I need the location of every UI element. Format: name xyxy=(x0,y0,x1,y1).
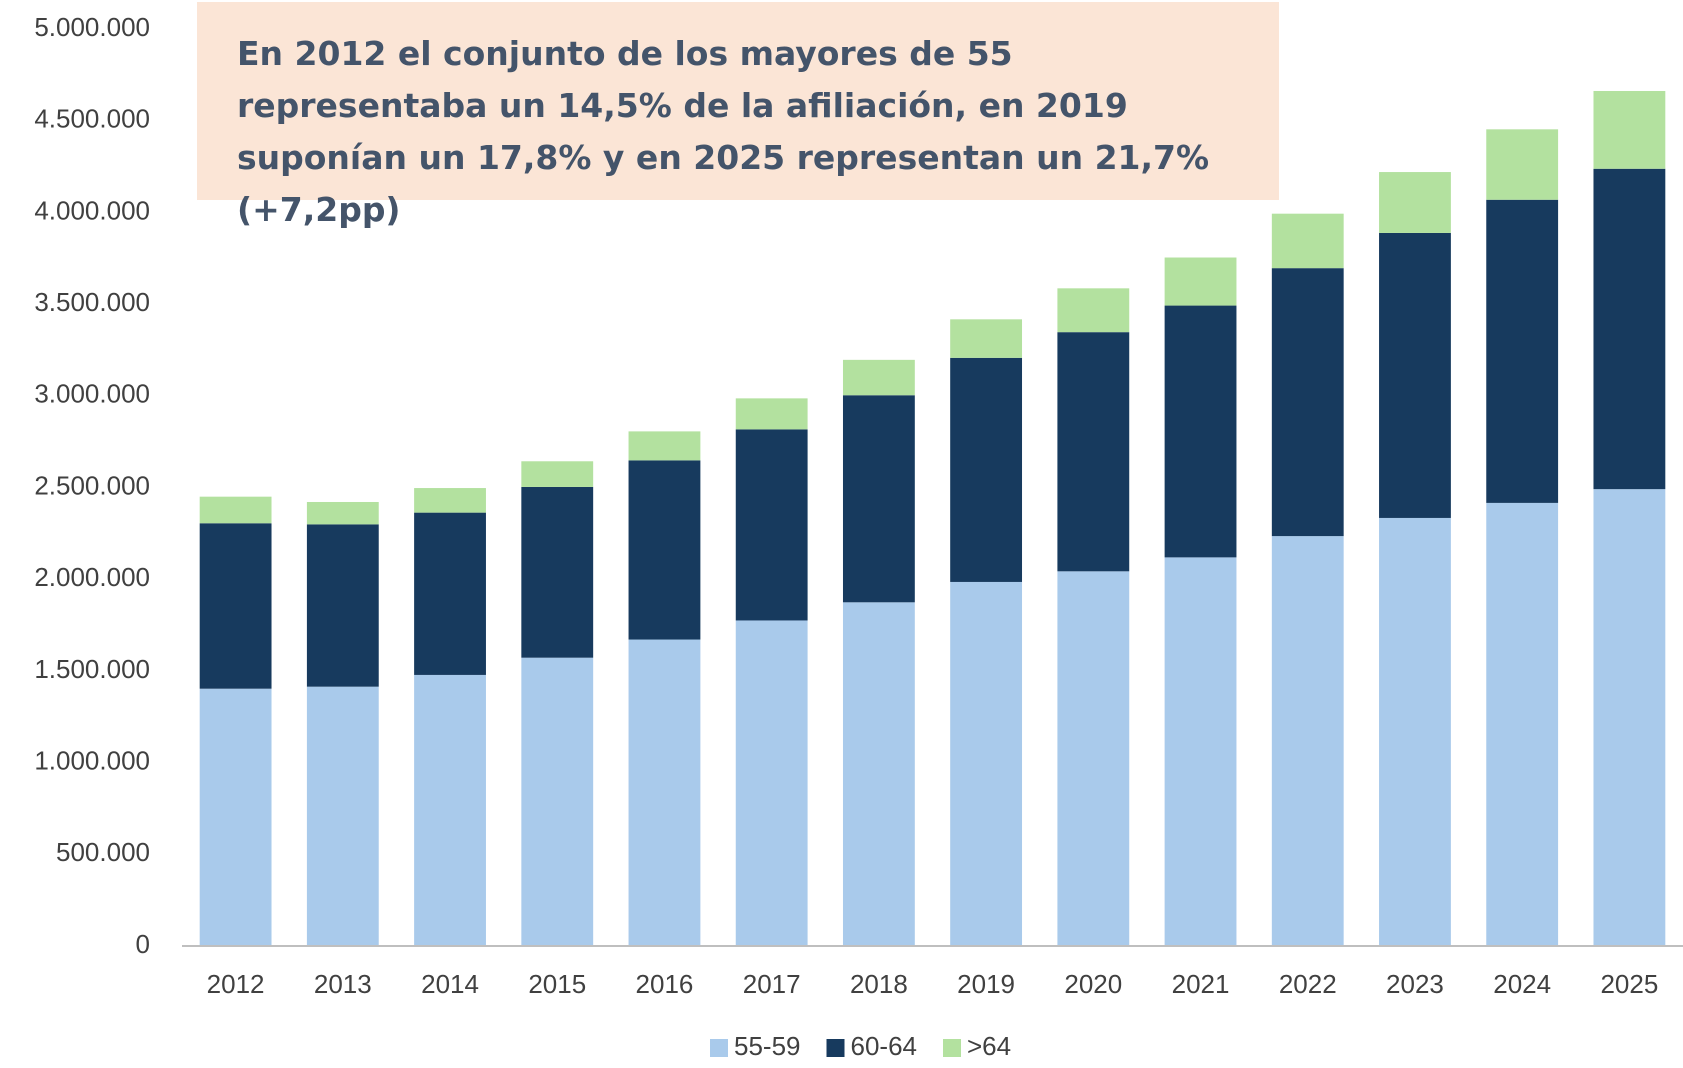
legend-label: 55-59 xyxy=(734,1031,801,1061)
bar-segment xyxy=(1164,557,1237,946)
bar-segment xyxy=(1593,168,1666,490)
x-tick-label: 2019 xyxy=(957,969,1015,999)
legend-swatch xyxy=(826,1039,845,1057)
bar-segment xyxy=(842,359,915,396)
bar-segment xyxy=(414,674,486,946)
x-tick-label: 2023 xyxy=(1386,969,1444,999)
y-tick-label: 4.500.000 xyxy=(34,104,150,134)
legend-label: >64 xyxy=(967,1031,1011,1061)
bar-segment xyxy=(521,461,594,487)
bar-segment xyxy=(735,620,808,946)
bar-segment xyxy=(1164,257,1237,306)
bar-segment xyxy=(628,431,701,461)
bar-segment xyxy=(199,523,272,689)
x-tick-label: 2017 xyxy=(743,969,801,999)
y-tick-label: 3.500.000 xyxy=(34,287,150,317)
bar-segment xyxy=(735,398,808,430)
bar-segment xyxy=(199,688,272,946)
bar-segment xyxy=(1379,517,1451,946)
bar-segment xyxy=(842,395,915,603)
y-tick-label: 2.000.000 xyxy=(34,562,150,592)
legend-label: 60-64 xyxy=(851,1031,918,1061)
x-tick-label: 2018 xyxy=(850,969,908,999)
y-tick-label: 1.000.000 xyxy=(34,745,150,775)
bar-segment xyxy=(628,460,701,640)
bar-segment xyxy=(735,429,808,621)
bar-segment xyxy=(842,602,915,946)
y-tick-label: 3.000.000 xyxy=(34,379,150,409)
bar-segment xyxy=(628,639,701,946)
bar-segment xyxy=(1164,305,1237,558)
bar-segment xyxy=(1593,489,1666,946)
bar-segment xyxy=(1486,502,1559,946)
x-tick-label: 2016 xyxy=(636,969,694,999)
legend-swatch xyxy=(943,1039,961,1057)
bar-segment xyxy=(1057,332,1130,572)
bar-segment xyxy=(306,686,379,946)
bar-segment xyxy=(1379,172,1451,233)
bar-segment xyxy=(414,512,486,675)
bar-segment xyxy=(950,581,1023,946)
bar-segment xyxy=(521,486,594,658)
x-tick-label: 2021 xyxy=(1172,969,1230,999)
y-tick-label: 1.500.000 xyxy=(34,654,150,684)
y-tick-label: 4.000.000 xyxy=(34,195,150,225)
bar-segment xyxy=(1379,232,1451,518)
bar-segment xyxy=(521,657,594,946)
bar-segment xyxy=(1057,571,1130,946)
bar-segment xyxy=(306,524,379,687)
bar-segment xyxy=(1486,129,1559,200)
x-tick-label: 2012 xyxy=(207,969,265,999)
annotation: En 2012 el conjunto de los mayores de 55… xyxy=(197,2,1279,229)
x-tick-label: 2020 xyxy=(1064,969,1122,999)
bar-segment xyxy=(950,357,1023,582)
y-tick-label: 2.500.000 xyxy=(34,470,150,500)
x-tick-label: 2022 xyxy=(1279,969,1337,999)
x-tick-label: 2014 xyxy=(421,969,479,999)
bar-segment xyxy=(1271,268,1344,537)
x-tick-label: 2024 xyxy=(1493,969,1551,999)
bar-segment xyxy=(1057,288,1130,333)
bar-segment xyxy=(199,496,272,524)
bar-segment xyxy=(1593,90,1666,169)
y-tick-label: 500.000 xyxy=(56,837,150,867)
bar-segment xyxy=(306,501,379,525)
y-tick-label: 0 xyxy=(136,929,150,959)
x-tick-label: 2025 xyxy=(1600,969,1658,999)
x-tick-label: 2015 xyxy=(528,969,586,999)
bar-segment xyxy=(414,488,486,513)
bar-segment xyxy=(1486,199,1559,503)
x-tick-label: 2013 xyxy=(314,969,372,999)
bar-segment xyxy=(950,319,1023,358)
legend-swatch xyxy=(710,1039,728,1057)
bar-segment xyxy=(1271,536,1344,946)
y-tick-label: 5.000.000 xyxy=(34,12,150,42)
bar-segment xyxy=(1271,213,1344,269)
